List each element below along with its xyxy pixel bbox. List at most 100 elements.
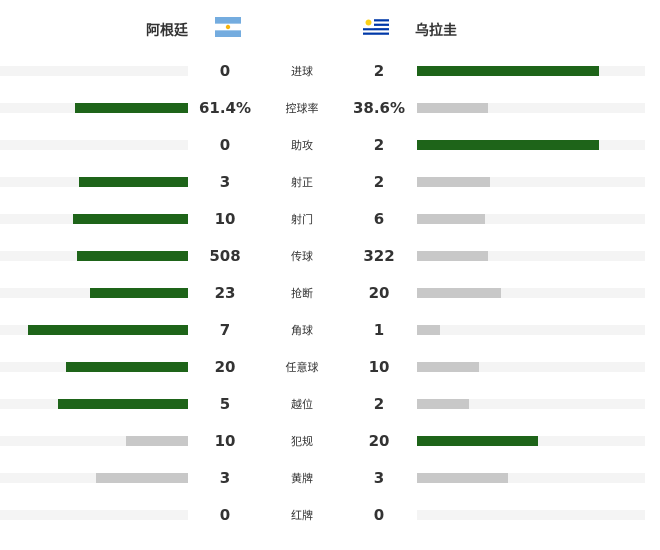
stat-label: 射正 (291, 176, 313, 189)
home-bar-track (0, 510, 188, 520)
stat-row: 61.4% 控球率 38.6% (0, 89, 660, 126)
stat-label: 犯规 (291, 435, 313, 448)
stat-label: 角球 (291, 324, 313, 337)
stat-row: 7 角球 1 (0, 311, 660, 348)
away-bar-fill (417, 399, 469, 409)
away-stat-value: 2 (373, 395, 385, 413)
away-bar-track (417, 140, 645, 150)
match-header: 阿根廷 乌拉圭 (0, 0, 660, 56)
home-bar-track (0, 325, 188, 335)
home-bar-fill (28, 325, 188, 335)
away-bar-fill (417, 177, 490, 187)
away-bar-track (417, 288, 645, 298)
away-bar-track (417, 177, 645, 187)
away-bar-track (417, 399, 645, 409)
stat-row: 10 犯规 20 (0, 422, 660, 459)
stat-label: 黄牌 (291, 472, 313, 485)
stat-label: 越位 (291, 398, 313, 411)
home-stat-value: 7 (219, 321, 231, 339)
home-bar-fill (75, 103, 188, 113)
away-team-name: 乌拉圭 (415, 23, 457, 39)
home-bar-track (0, 66, 188, 76)
away-bar-track (417, 325, 645, 335)
away-bar-fill (417, 325, 440, 335)
away-stat-value: 0 (373, 506, 385, 524)
away-bar-fill (417, 436, 538, 446)
away-stat-value: 38.6% (352, 99, 406, 117)
home-stat-value: 23 (214, 284, 236, 302)
away-bar-fill (417, 66, 599, 76)
home-stat-value: 61.4% (198, 99, 252, 117)
away-stat-value: 20 (368, 432, 390, 450)
stat-label: 传球 (291, 250, 313, 263)
home-stat-value: 10 (214, 210, 236, 228)
stat-row: 3 射正 2 (0, 163, 660, 200)
home-bar-track (0, 177, 188, 187)
home-bar-fill (66, 362, 188, 372)
home-bar-fill (126, 436, 188, 446)
home-bar-fill (96, 473, 188, 483)
away-bar-track (417, 214, 645, 224)
away-bar-fill (417, 473, 508, 483)
away-stat-value: 10 (368, 358, 390, 376)
stat-label: 抢断 (291, 287, 313, 300)
stat-row: 5 越位 2 (0, 385, 660, 422)
home-bar-track (0, 140, 188, 150)
away-stat-value: 2 (373, 136, 385, 154)
stat-label: 射门 (291, 213, 313, 226)
home-stat-value: 20 (214, 358, 236, 376)
home-bar-track (0, 103, 188, 113)
stat-label: 进球 (291, 65, 313, 78)
away-stat-value: 2 (373, 62, 385, 80)
away-stat-value: 322 (363, 247, 395, 265)
away-bar-track (417, 66, 645, 76)
away-bar-track (417, 362, 645, 372)
stat-row: 3 黄牌 3 (0, 459, 660, 496)
away-bar-fill (417, 362, 479, 372)
home-bar-track (0, 362, 188, 372)
home-stat-value: 508 (209, 247, 241, 265)
home-team-name: 阿根廷 (146, 23, 188, 39)
away-bar-fill (417, 103, 488, 113)
home-bar-fill (77, 251, 188, 261)
away-stat-value: 3 (373, 469, 385, 487)
home-stat-value: 10 (214, 432, 236, 450)
stat-label: 助攻 (291, 139, 313, 152)
home-bar-fill (90, 288, 188, 298)
away-bar-fill (417, 288, 501, 298)
home-bar-track (0, 288, 188, 298)
away-bar-track (417, 436, 645, 446)
away-bar-fill (417, 140, 599, 150)
stat-row: 20 任意球 10 (0, 348, 660, 385)
away-bar-fill (417, 214, 485, 224)
stat-row: 0 助攻 2 (0, 126, 660, 163)
stat-row: 0 红牌 0 (0, 496, 660, 533)
home-bar-track (0, 214, 188, 224)
home-stat-value: 3 (219, 173, 231, 191)
away-stat-value: 1 (373, 321, 385, 339)
away-bar-fill (417, 251, 488, 261)
home-bar-fill (79, 177, 188, 187)
home-bar-fill (58, 399, 188, 409)
stat-label: 控球率 (285, 102, 319, 115)
home-bar-track (0, 473, 188, 483)
stat-row: 10 射门 6 (0, 200, 660, 237)
away-bar-track (417, 103, 645, 113)
stat-row: 0 进球 2 (0, 52, 660, 89)
home-stat-value: 5 (219, 395, 231, 413)
home-stat-value: 0 (219, 506, 231, 524)
away-stat-value: 20 (368, 284, 390, 302)
away-bar-track (417, 510, 645, 520)
away-bar-track (417, 251, 645, 261)
home-stat-value: 3 (219, 469, 231, 487)
away-stat-value: 6 (373, 210, 385, 228)
home-bar-track (0, 436, 188, 446)
stat-row: 23 抢断 20 (0, 274, 660, 311)
away-stat-value: 2 (373, 173, 385, 191)
uruguay-flag-icon (363, 17, 389, 37)
stat-row: 508 传球 322 (0, 237, 660, 274)
home-stat-value: 0 (219, 136, 231, 154)
home-bar-track (0, 399, 188, 409)
home-bar-track (0, 251, 188, 261)
home-stat-value: 0 (219, 62, 231, 80)
